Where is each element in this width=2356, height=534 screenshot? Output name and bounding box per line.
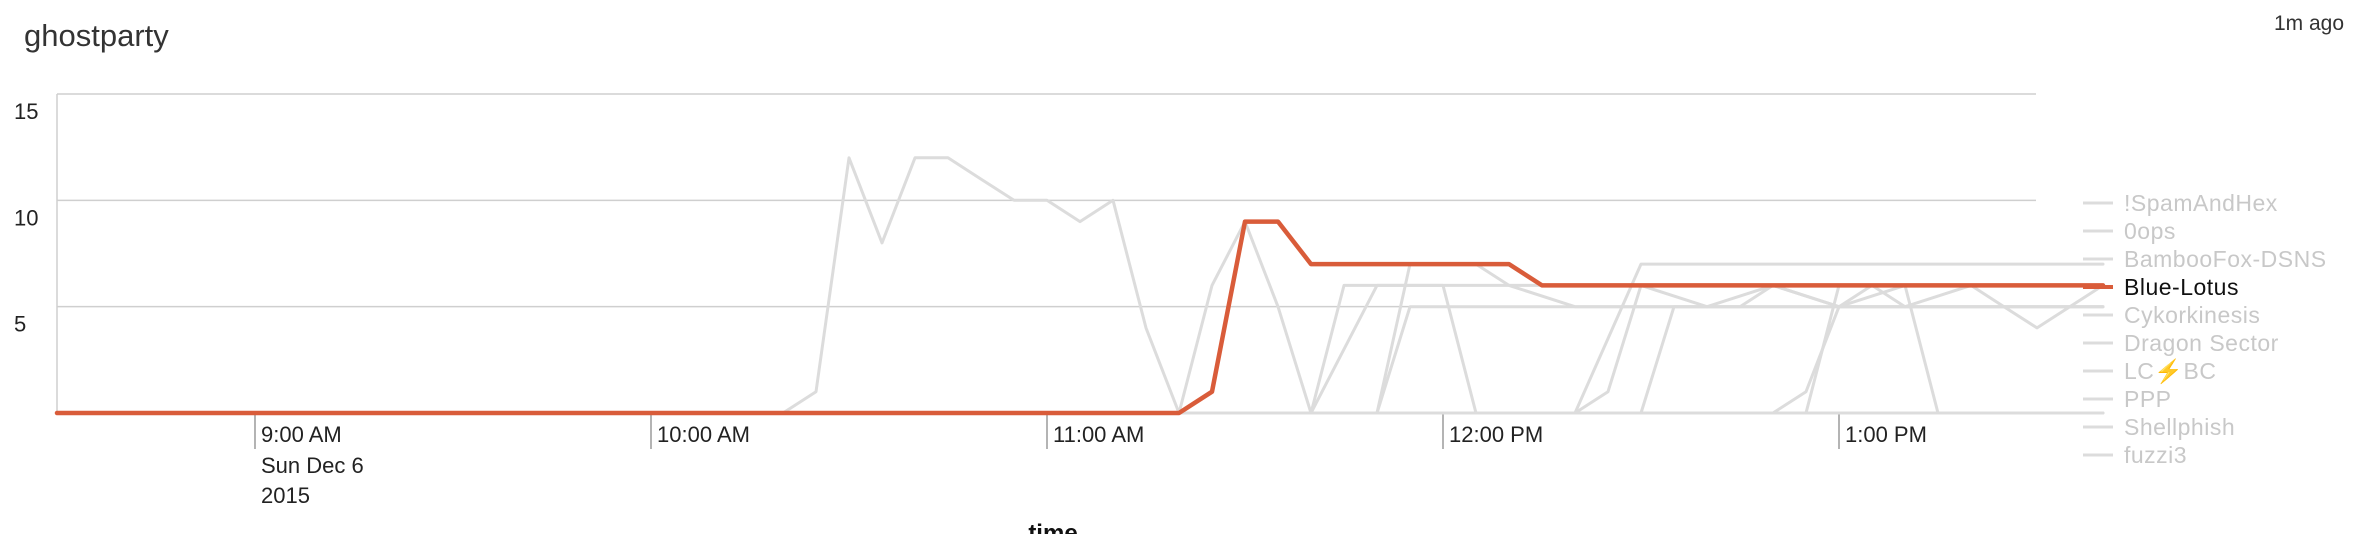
series-lines — [54, 156, 2106, 416]
series-line-5 — [55, 283, 2105, 415]
legend-item[interactable]: !SpamAndHex — [2083, 190, 2278, 216]
y-tick-label: 15 — [14, 99, 38, 124]
series-line-7 — [55, 305, 2105, 415]
legend-label: Cykorkinesis — [2124, 302, 2260, 328]
series-line-2 — [55, 283, 2105, 415]
legend-item[interactable]: 0ops — [2083, 218, 2176, 244]
legend-item[interactable]: Shellphish — [2083, 414, 2235, 440]
legend-item[interactable]: PPP — [2083, 386, 2172, 412]
last-updated-label: 1m ago — [2273, 12, 2344, 35]
series-line-6 — [55, 283, 2105, 415]
legend-label: Blue-Lotus — [2124, 274, 2239, 300]
series-line-4 — [55, 156, 2105, 415]
series-line-3 — [54, 219, 2106, 416]
x-tick-label: 1:00 PM — [1845, 422, 1927, 447]
legend-item[interactable]: Dragon Sector — [2083, 330, 2279, 356]
legend: !SpamAndHex0opsBambooFox-DSNSBlue-LotusC… — [2083, 190, 2327, 468]
series-line-9 — [55, 305, 2105, 415]
chart-title: ghostparty — [24, 18, 169, 53]
y-tick-label: 5 — [14, 312, 26, 337]
legend-label: 0ops — [2124, 218, 2176, 244]
x-tick-sublabel: 2015 — [261, 483, 310, 508]
legend-label: Shellphish — [2124, 414, 2235, 440]
legend-label: LC⚡BC — [2124, 358, 2217, 385]
x-tick-label: 9:00 AM — [261, 422, 342, 447]
axes: 5 10 15 9:00 AM Sun Dec 6 2015 10:00 AM 11:00 A… — [14, 94, 2036, 534]
x-tick-label: 10:00 AM — [657, 422, 750, 447]
legend-label: !SpamAndHex — [2124, 190, 2278, 216]
legend-label: BambooFox-DSNS — [2124, 246, 2327, 272]
legend-item[interactable]: Cykorkinesis — [2083, 302, 2260, 328]
x-axis-title: time — [1028, 520, 1077, 534]
x-tick-label: 12:00 PM — [1449, 422, 1543, 447]
legend-item[interactable]: Blue-Lotus — [2083, 274, 2239, 300]
legend-item[interactable]: BambooFox-DSNS — [2083, 246, 2327, 272]
legend-label: Dragon Sector — [2124, 330, 2279, 356]
legend-label: fuzzi3 — [2124, 442, 2187, 468]
x-tick-sublabel: Sun Dec 6 — [261, 453, 364, 478]
y-tick-label: 10 — [14, 205, 38, 230]
legend-item[interactable]: LC⚡BC — [2083, 358, 2217, 385]
legend-label: PPP — [2124, 386, 2172, 412]
legend-item[interactable]: fuzzi3 — [2083, 442, 2187, 468]
x-tick-label: 11:00 AM — [1053, 422, 1144, 447]
